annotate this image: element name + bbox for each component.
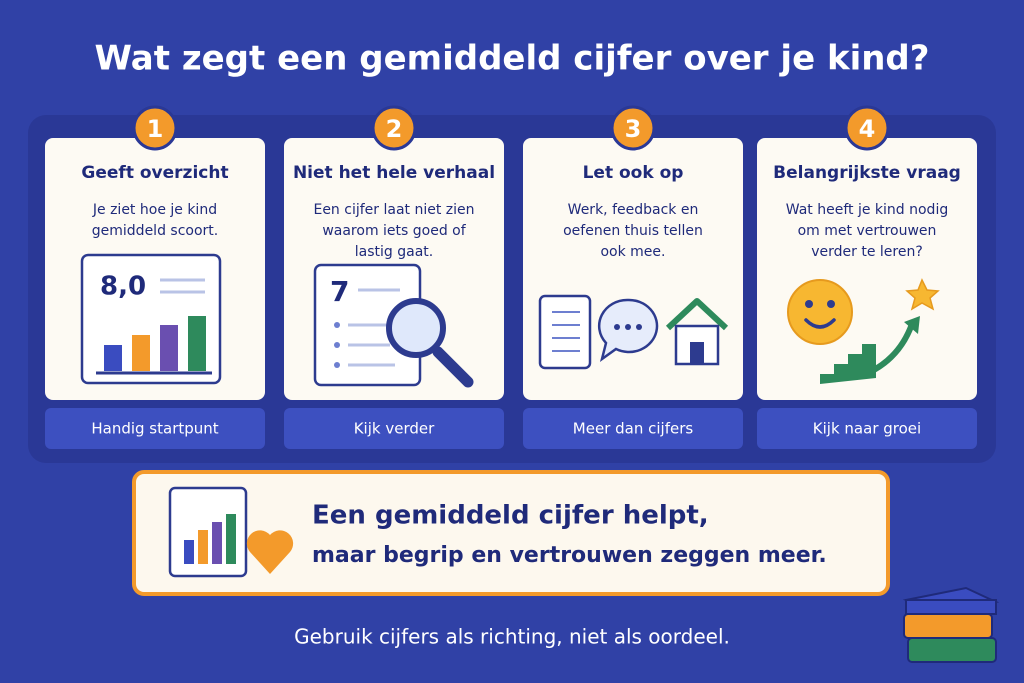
card-text: Je ziet hoe je kind (92, 202, 217, 218)
step-badge (132, 105, 178, 151)
card-text: om met vertrouwen (798, 223, 937, 239)
card-title: Geeft overzicht (81, 163, 228, 183)
card-button-label: Kijk naar groei (813, 420, 921, 438)
card-button (45, 408, 265, 449)
card-button (523, 408, 743, 449)
chart-icon (80, 253, 222, 385)
icon-grade: 8,0 (100, 272, 146, 302)
step-number: 4 (859, 115, 876, 143)
card-text: oefenen thuis tellen (563, 223, 703, 239)
smiley-growth-icon (787, 278, 940, 384)
document-magnifier-icon (313, 263, 474, 388)
card-button-label: Handig startpunt (91, 420, 218, 438)
title: Wat zegt een gemiddeld cijfer over je ki… (95, 39, 930, 79)
step-number: 3 (625, 115, 642, 143)
card-text: verder te leren? (811, 244, 923, 260)
work-feedback-home-icons (538, 294, 729, 370)
footer: Gebruik cijfers als richting, niet als o… (294, 625, 730, 649)
books-icon (902, 586, 1000, 663)
card-title: Niet het hele verhaal (293, 163, 495, 183)
card-text: lastig gaat. (355, 244, 433, 260)
card-button-label: Kijk verder (354, 420, 435, 438)
step-badge (844, 105, 890, 151)
banner-line: maar begrip en vertrouwen zeggen meer. (312, 543, 827, 568)
card-text: ook mee. (600, 244, 665, 260)
card-text: Werk, feedback en (568, 202, 699, 218)
card-button-label: Meer dan cijfers (573, 420, 694, 438)
icon-grade: 7 (330, 275, 349, 308)
card-text: waarom iets goed of (322, 223, 466, 239)
banner-icon (168, 486, 294, 578)
card-text: Een cijfer laat niet zien (313, 202, 474, 218)
step-badge (610, 105, 656, 151)
banner (132, 470, 890, 596)
card-button (757, 408, 977, 449)
card-panel (28, 115, 996, 463)
card-title: Belangrijkste vraag (773, 163, 961, 183)
banner-line: Een gemiddeld cijfer helpt, (312, 501, 709, 531)
card-title: Let ook op (583, 163, 684, 183)
step-number: 1 (147, 115, 164, 143)
step-badge (371, 105, 417, 151)
card-text: gemiddeld scoort. (92, 223, 218, 239)
card-button (284, 408, 504, 449)
step-number: 2 (386, 115, 403, 143)
card-text: Wat heeft je kind nodig (786, 202, 948, 218)
